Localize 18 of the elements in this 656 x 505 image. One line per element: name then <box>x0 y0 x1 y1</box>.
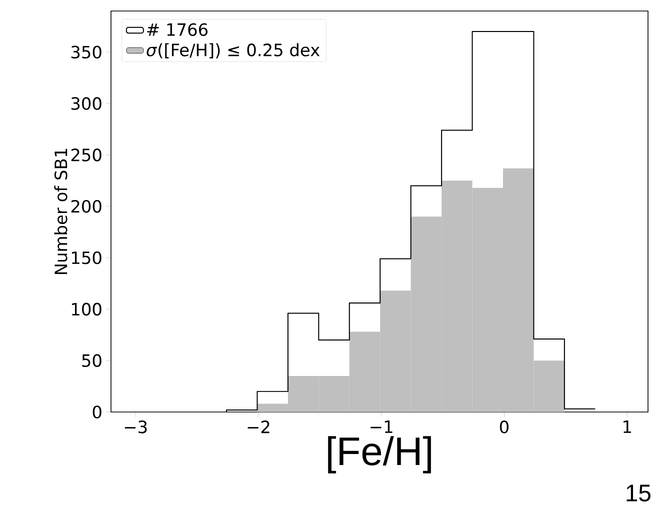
y-tick-label: 0 <box>92 406 102 418</box>
y-tick-label: 350 <box>71 46 102 59</box>
legend-label: # 1766 <box>147 23 208 36</box>
y-axis-title: Number of SB1 <box>54 148 68 274</box>
y-tick-label: 300 <box>71 97 102 110</box>
legend-label: σ([Fe/H]) ≤ 0.25 dex <box>146 43 320 58</box>
text: 15 <box>626 484 650 502</box>
x-tick-label: −2 <box>248 420 270 434</box>
x-tick-label: 0 <box>500 420 508 434</box>
y-tick-label: 250 <box>71 148 102 162</box>
x-tick-label: 1 <box>624 420 631 433</box>
x-tick-label: −1 <box>370 420 392 433</box>
y-tick-label: 200 <box>71 200 102 213</box>
x-axis-title: [Fe/H] <box>328 436 431 474</box>
y-tick-label: 150 <box>72 251 102 264</box>
x-tick-label: −3 <box>124 420 147 434</box>
y-tick-label: 100 <box>72 302 102 316</box>
y-tick-label: 50 <box>82 354 102 367</box>
